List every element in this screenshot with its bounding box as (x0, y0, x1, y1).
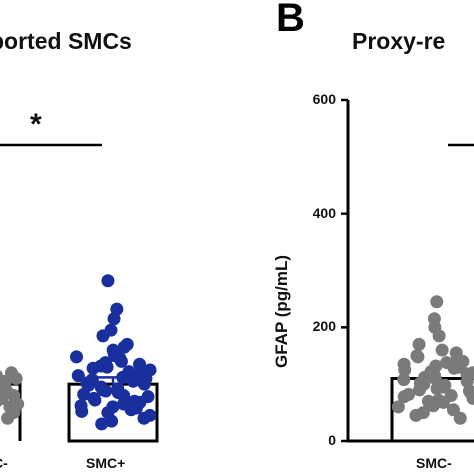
dot-a-smc-plus (137, 377, 151, 391)
dot-b-smc-minus (428, 371, 442, 385)
dot-b-smc-minus (430, 295, 444, 309)
dot-b-smc-minus (453, 411, 467, 425)
dot-a-smc-plus (137, 411, 151, 425)
dot-a-smc-plus (101, 274, 115, 288)
dot-a-smc-plus (117, 340, 131, 354)
dot-b-smc-minus (447, 361, 461, 375)
dot-b-smc-minus (398, 363, 412, 377)
y-tick-label-b: 200 (312, 318, 336, 335)
dot-a-smc-minus (0, 370, 3, 382)
dot-b-smc-minus (413, 383, 427, 397)
dot-a-smc-minus (0, 395, 4, 407)
dot-a-smc-plus (99, 384, 113, 398)
dot-a-smc-plus (70, 350, 84, 364)
dot-a-smc-plus (114, 354, 128, 368)
y-tick-label-b: 0 (328, 432, 336, 448)
dot-b-smc-minus (397, 373, 411, 387)
dot-a-smc-plus (96, 329, 110, 343)
dot-b-smc-minus (436, 395, 450, 409)
dot-a-smc-minus (1, 411, 15, 425)
bar-a-smc-minus (0, 382, 22, 441)
panel-b-title: Proxy-re (352, 28, 446, 54)
dot-b-smc-minus (391, 400, 405, 414)
dot-a-smc-minus (4, 366, 18, 380)
dot-a-smc-plus (124, 403, 138, 417)
dot-a-smc-plus (77, 387, 91, 401)
dot-a-smc-plus (105, 414, 119, 428)
dot-a-smc-plus (88, 393, 102, 407)
significance-star: * (30, 108, 42, 141)
y-tick-label-b: 400 (312, 204, 336, 221)
dot-b-smc-minus (466, 391, 474, 405)
y-tick-label-b: 600 (312, 91, 336, 107)
dot-a-smc-plus (100, 360, 114, 374)
dot-a-smc-plus (95, 417, 109, 431)
dot-a-smc-plus (107, 312, 121, 326)
x-tick-b-smc-minus: SMC- (416, 455, 452, 471)
dot-b-smc-minus (411, 350, 425, 364)
dot-a-smc-plus (71, 369, 85, 383)
dot-b-smc-minus (432, 329, 446, 343)
dot-b-smc-minus (409, 408, 423, 422)
x-tick-a-smc-plus: SMC+ (86, 455, 126, 471)
dot-b-smc-minus (412, 337, 426, 351)
x-tick-a-smc-minus: SMC- (0, 455, 8, 471)
dot-b-smc-minus (430, 382, 444, 396)
dot-b-smc-minus (397, 390, 411, 404)
dot-a-smc-plus (86, 361, 100, 375)
dot-b-smc-minus (435, 343, 449, 357)
panel-a-title: ported SMCs (0, 28, 132, 54)
dot-a-smc-plus (75, 404, 89, 418)
dot-b-smc-minus (426, 399, 440, 413)
panel-b-letter: B (276, 0, 305, 40)
